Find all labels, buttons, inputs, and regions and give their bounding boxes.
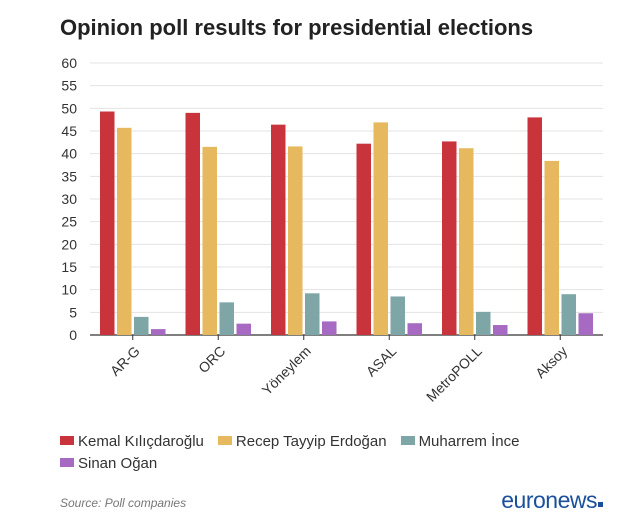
- chart-legend: Kemal Kılıçdaroğlu Recep Tayyip Erdoğan Mu…: [60, 431, 620, 475]
- bar-5-3: [578, 313, 593, 335]
- y-tick-label: 10: [61, 282, 77, 298]
- legend-item: Recep Tayyip Erdoğan: [217, 431, 387, 453]
- bar-1-1: [202, 146, 217, 335]
- legend-item: Sinan Oğan: [60, 453, 157, 475]
- y-tick-label: 60: [61, 55, 77, 71]
- x-tick-label: AR-G: [107, 343, 143, 379]
- bar-0-0: [100, 111, 115, 335]
- legend-swatch: [60, 458, 74, 467]
- x-tick-label: MetroPOLL: [423, 343, 485, 405]
- bar-0-3: [151, 329, 166, 335]
- bar-1-3: [236, 323, 251, 335]
- euronews-logo: euronews: [501, 487, 603, 514]
- bar-5-1: [544, 160, 559, 335]
- y-tick-label: 45: [61, 123, 77, 139]
- logo-text: euronews: [501, 487, 597, 513]
- bar-1-2: [219, 302, 234, 335]
- y-tick-label: 25: [61, 214, 77, 230]
- bar-3-0: [356, 143, 371, 335]
- bar-4-3: [493, 325, 508, 335]
- bar-2-0: [271, 124, 286, 335]
- legend-label: Recep Tayyip Erdoğan: [235, 433, 387, 450]
- chart-title: Opinion poll results for presidential el…: [60, 15, 534, 40]
- y-tick-label: 0: [69, 327, 77, 343]
- bar-3-1: [373, 122, 388, 336]
- legend-item: Muharrem İnce: [400, 431, 520, 453]
- y-tick-label: 35: [61, 168, 77, 184]
- bar-2-3: [322, 321, 337, 335]
- y-tick-label: 50: [61, 100, 77, 116]
- x-tick-label: ASAL: [363, 343, 400, 380]
- bar-5-2: [561, 294, 576, 335]
- legend-item: Kemal Kılıçdaroğlu: [60, 431, 204, 453]
- source-note: Source: Poll companies: [60, 496, 187, 510]
- bar-chart: 0 5 10 15 20 25 30 35 40 45 50 55 60 AR-G ORC Yöneylem A…: [61, 55, 603, 405]
- bar-4-1: [459, 148, 474, 335]
- legend-swatch: [217, 436, 232, 445]
- legend-swatch: [400, 436, 415, 445]
- legend-label: Sinan Oğan: [78, 455, 158, 472]
- x-tick-label: ORC: [195, 343, 228, 376]
- bar-1-0: [185, 112, 200, 335]
- y-tick-label: 20: [61, 236, 77, 252]
- bar-0-2: [134, 316, 149, 335]
- legend-label: Kemal Kılıçdaroğlu: [78, 433, 204, 450]
- bar-3-2: [390, 296, 405, 335]
- bar-0-1: [117, 127, 132, 336]
- bar-4-2: [476, 311, 491, 335]
- bar-3-3: [407, 323, 422, 335]
- bar-5-0: [527, 117, 542, 336]
- y-tick-label: 40: [61, 146, 77, 162]
- bar-4-0: [442, 141, 457, 335]
- x-tick-label: Aksoy: [532, 343, 570, 381]
- bar-2-2: [305, 293, 320, 335]
- legend-label: Muharrem İnce: [418, 433, 520, 450]
- y-tick-label: 15: [61, 259, 77, 275]
- bar-2-1: [288, 146, 303, 335]
- y-tick-label: 55: [61, 78, 77, 94]
- y-tick-label: 5: [69, 304, 77, 320]
- legend-swatch: [60, 436, 74, 445]
- y-tick-label: 30: [61, 191, 77, 207]
- logo-dot: [598, 502, 603, 507]
- x-tick-label: Yöneylem: [259, 343, 314, 398]
